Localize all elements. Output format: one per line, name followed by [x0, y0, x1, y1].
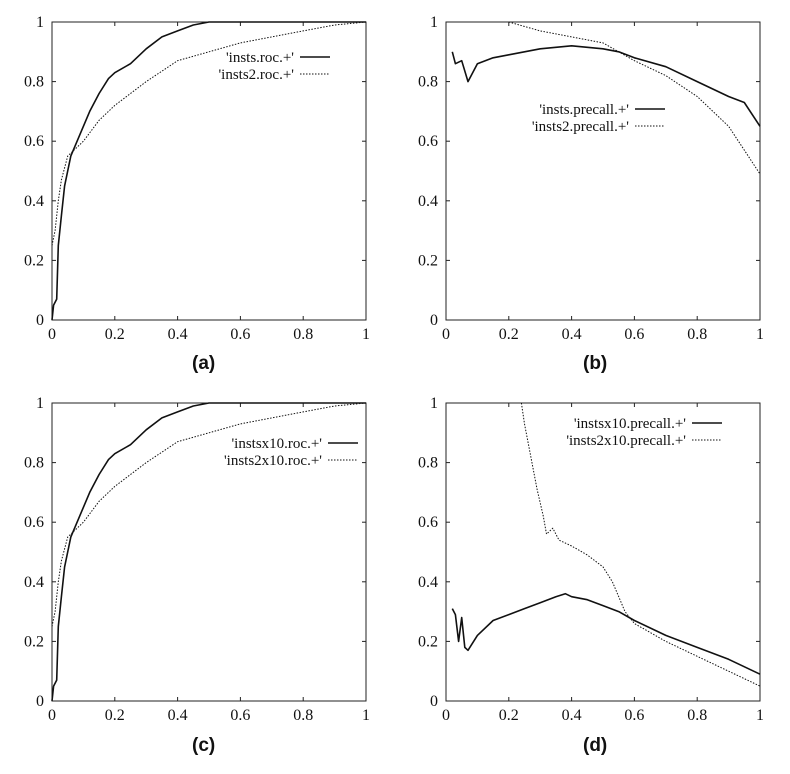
panel-label-b: (b)	[583, 353, 608, 374]
panel-c-x-tick-label: 0.8	[293, 707, 313, 724]
panel-a-x-tick-label: 0.6	[230, 326, 250, 343]
panel-d-axes-frame	[445, 402, 761, 702]
panel-c-y-tick-label: 0.8	[24, 455, 44, 472]
panel-c-legend-label: 'instsx10.roc.+'	[231, 436, 322, 452]
panel-c-series-solid-line	[51, 402, 366, 702]
panel-a-x-tick-label: 0.8	[293, 326, 313, 343]
panel-d-x-tick-label: 0.8	[687, 707, 707, 724]
panel-a-series-solid-line	[51, 21, 366, 321]
panel-label-d: (d)	[583, 735, 608, 756]
panel-b-x-tick-label: 0.4	[562, 326, 582, 343]
panel-b-y-tick-label: 0.8	[418, 74, 438, 91]
panel-d-series-dotted-line	[520, 402, 761, 687]
panel-d-y-tick-label: 1	[430, 395, 438, 412]
panel-b-plot: 0 0.2 0.4 0.6 0.8 1 0 0.2 0.4 0.6 0.8 1 'insts.preca…	[418, 14, 764, 343]
panel-a-legend-label: 'insts.roc.+'	[226, 50, 294, 66]
panel-c-x-tick-label: 1	[362, 707, 370, 724]
panel-d-x-tick-label: 0.6	[624, 707, 644, 724]
panel-d-y-tick-label: 0.4	[418, 574, 438, 591]
panel-b-y-tick-label: 0.6	[418, 133, 438, 150]
panel-b-x-tick-label: 0.2	[499, 326, 519, 343]
panel-b-series-solid-line	[451, 45, 761, 127]
panel-d-x-tick-label: 0.4	[562, 707, 582, 724]
panel-d-legend-label: 'insts2x10.precall.+'	[566, 433, 686, 449]
panel-a-y-tick-label: 0.2	[24, 252, 44, 269]
panel-b-axes-frame	[445, 21, 761, 321]
panel-a-y-tick-label: 0.4	[24, 193, 44, 210]
panel-d-series-solid-line	[451, 592, 761, 675]
panel-b-x-tick-label: 0	[442, 326, 450, 343]
panel-b-y-tick-label: 0	[430, 312, 438, 329]
panel-b-x-tick-label: 1	[756, 326, 764, 343]
panel-b-y-tick-label: 0.4	[418, 193, 438, 210]
panel-d-y-tick-label: 0.8	[418, 455, 438, 472]
panel-a-y-tick-label: 0.6	[24, 133, 44, 150]
panel-a-x-tick-label: 1	[362, 326, 370, 343]
panel-b-x-tick-label: 0.6	[624, 326, 644, 343]
panel-a-plot: 0 0.2 0.4 0.6 0.8 1 0 0.2 0.4 0.6 0.8 1 'insts.roc.+…	[24, 14, 370, 343]
panel-d-plot: 0 0.2 0.4 0.6 0.8 1 0 0.2 0.4 0.6 0.8 1 'instsx10.pr…	[418, 395, 764, 724]
panel-b-x-tick-label: 0.8	[687, 326, 707, 343]
panel-d-y-tick-label: 0.2	[418, 633, 438, 650]
panel-a-x-tick-label: 0	[48, 326, 56, 343]
panel-c-y-tick-label: 0.6	[24, 514, 44, 531]
panel-a-y-tick-label: 1	[36, 14, 44, 31]
panel-c-x-tick-label: 0.4	[168, 707, 188, 724]
panel-b-legend-label: 'insts2.precall.+'	[532, 119, 629, 135]
panel-a-series-dotted-line	[51, 21, 367, 246]
panel-a-y-tick-label: 0.8	[24, 74, 44, 91]
panel-a-x-tick-label: 0.4	[168, 326, 188, 343]
panel-d-y-tick-label: 0.6	[418, 514, 438, 531]
panel-c-x-tick-label: 0.2	[105, 707, 125, 724]
panel-a-legend-label: 'insts2.roc.+'	[218, 67, 294, 83]
panel-a-axes-frame	[51, 21, 367, 321]
panel-d-x-tick-label: 1	[756, 707, 764, 724]
panel-label-a: (a)	[192, 353, 216, 374]
panel-b-legend-label: 'insts.precall.+'	[539, 102, 629, 118]
panel-c-y-tick-label: 1	[36, 395, 44, 412]
panel-c-legend-label: 'insts2x10.roc.+'	[224, 453, 322, 469]
panel-b-y-tick-label: 1	[430, 14, 438, 31]
panel-c-x-tick-label: 0.6	[230, 707, 250, 724]
panel-d-y-tick-label: 0	[430, 693, 438, 710]
panel-c-y-tick-label: 0.4	[24, 574, 44, 591]
panel-d-legend-label: 'instsx10.precall.+'	[574, 416, 686, 432]
panel-a-x-tick-label: 0.2	[105, 326, 125, 343]
panel-d-x-tick-label: 0	[442, 707, 450, 724]
panel-c-series-dotted-line	[51, 402, 367, 627]
panel-c-x-tick-label: 0	[48, 707, 56, 724]
panel-d-x-tick-label: 0.2	[499, 707, 519, 724]
panel-c-plot: 0 0.2 0.4 0.6 0.8 1 0 0.2 0.4 0.6 0.8 1 'instsx10.ro…	[24, 395, 370, 724]
panel-label-c: (c)	[192, 735, 216, 756]
panel-c-y-tick-label: 0	[36, 693, 44, 710]
panel-a-y-tick-label: 0	[36, 312, 44, 329]
panel-b-y-tick-label: 0.2	[418, 252, 438, 269]
panel-b-series-dotted-line	[508, 21, 761, 175]
panel-c-y-tick-label: 0.2	[24, 633, 44, 650]
